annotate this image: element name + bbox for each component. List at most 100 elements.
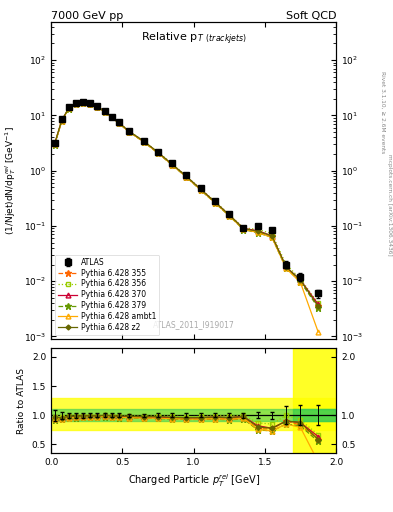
Pythia 6.428 370 [170,161,174,167]
Pythia 6.428 z2 [73,100,78,106]
Pythia 6.428 356 [213,198,217,204]
Pythia 6.428 z2 [156,149,160,155]
Pythia 6.428 ambt1 [66,105,71,112]
Pythia 6.428 370 [184,174,189,180]
Pythia 6.428 356 [88,100,93,106]
Pythia 6.428 z2 [95,103,100,110]
Pythia 6.428 355 [298,278,303,284]
Bar [51,410,336,421]
Text: ATLAS_2011_I919017: ATLAS_2011_I919017 [152,321,235,329]
Pythia 6.428 370 [141,138,146,144]
Line: Pythia 6.428 379: Pythia 6.428 379 [51,99,321,311]
Pythia 6.428 379 [198,187,203,193]
Pythia 6.428 356 [298,276,303,282]
Pythia 6.428 379 [298,279,303,285]
Pythia 6.428 356 [81,99,86,105]
Pythia 6.428 370 [255,228,260,234]
Pythia 6.428 370 [81,99,86,105]
Pythia 6.428 379 [241,226,246,232]
Pythia 6.428 379 [59,118,64,124]
Line: Pythia 6.428 356: Pythia 6.428 356 [53,100,320,305]
Pythia 6.428 z2 [298,277,303,283]
Pythia 6.428 370 [59,117,64,123]
Pythia 6.428 ambt1 [255,229,260,236]
Pythia 6.428 356 [227,211,231,217]
Pythia 6.428 356 [255,226,260,232]
Pythia 6.428 379 [66,105,71,112]
Text: Relative p$_{T}$ $_{(track jets)}$: Relative p$_{T}$ $_{(track jets)}$ [141,31,246,48]
Pythia 6.428 370 [241,225,246,231]
Pythia 6.428 370 [270,233,274,239]
Pythia 6.428 355 [88,101,93,107]
Pythia 6.428 370 [227,212,231,218]
Pythia 6.428 z2 [213,199,217,205]
Pythia 6.428 356 [102,108,107,114]
Pythia 6.428 355 [109,114,114,120]
Pythia 6.428 379 [316,305,321,311]
Pythia 6.428 370 [52,141,57,147]
Pythia 6.428 ambt1 [227,212,231,219]
Pythia 6.428 z2 [255,228,260,234]
Pythia 6.428 379 [156,150,160,156]
Pythia 6.428 ambt1 [241,226,246,232]
Pythia 6.428 379 [284,265,288,271]
Pythia 6.428 355 [116,120,121,126]
Pythia 6.428 ambt1 [102,109,107,115]
Pythia 6.428 370 [316,301,321,307]
Pythia 6.428 370 [284,264,288,270]
Pythia 6.428 ambt1 [170,162,174,168]
Pythia 6.428 355 [59,118,64,124]
Pythia 6.428 z2 [198,186,203,193]
Pythia 6.428 ambt1 [116,120,121,126]
Pythia 6.428 ambt1 [52,141,57,147]
Text: mcplots.cern.ch [arXiv:1306.3436]: mcplots.cern.ch [arXiv:1306.3436] [387,154,391,255]
Pythia 6.428 356 [95,103,100,110]
Pythia 6.428 ambt1 [156,150,160,156]
Pythia 6.428 370 [213,199,217,205]
Line: Pythia 6.428 ambt1: Pythia 6.428 ambt1 [52,100,321,334]
Pythia 6.428 ambt1 [73,100,78,106]
Pythia 6.428 370 [102,108,107,114]
Pythia 6.428 370 [116,120,121,126]
Line: Pythia 6.428 355: Pythia 6.428 355 [51,99,321,309]
Pythia 6.428 z2 [66,105,71,111]
Y-axis label: Ratio to ATLAS: Ratio to ATLAS [17,368,26,434]
Pythia 6.428 z2 [127,129,132,135]
Pythia 6.428 356 [141,138,146,144]
Pythia 6.428 356 [284,262,288,268]
Pythia 6.428 ambt1 [213,200,217,206]
Pythia 6.428 356 [184,173,189,179]
Pythia 6.428 370 [73,100,78,106]
Pythia 6.428 355 [270,233,274,239]
Pythia 6.428 z2 [88,100,93,106]
Pythia 6.428 356 [52,140,57,146]
Pythia 6.428 355 [284,264,288,270]
Pythia 6.428 356 [59,117,64,123]
Pythia 6.428 379 [52,142,57,148]
Pythia 6.428 379 [184,174,189,180]
Pythia 6.428 z2 [227,212,231,218]
Pythia 6.428 379 [73,100,78,106]
Pythia 6.428 370 [95,104,100,110]
Pythia 6.428 355 [184,174,189,180]
Pythia 6.428 356 [270,231,274,237]
Pythia 6.428 z2 [170,161,174,167]
Pythia 6.428 z2 [102,108,107,114]
Pythia 6.428 379 [255,230,260,236]
Pythia 6.428 ambt1 [298,280,303,286]
Y-axis label: (1/Njet)dN/dp$^{rel}_{T}$ [GeV$^{-1}$]: (1/Njet)dN/dp$^{rel}_{T}$ [GeV$^{-1}$] [4,126,18,234]
Pythia 6.428 ambt1 [95,104,100,110]
Pythia 6.428 ambt1 [88,101,93,107]
Pythia 6.428 355 [141,139,146,145]
Pythia 6.428 z2 [59,117,64,123]
Line: Pythia 6.428 z2: Pythia 6.428 z2 [53,100,320,308]
Pythia 6.428 355 [213,200,217,206]
Pythia 6.428 z2 [284,264,288,270]
Pythia 6.428 370 [66,105,71,111]
Pythia 6.428 356 [66,104,71,111]
Pythia 6.428 355 [73,100,78,106]
Pythia 6.428 379 [170,162,174,168]
Pythia 6.428 379 [213,200,217,206]
Pythia 6.428 355 [66,105,71,111]
Text: 7000 GeV pp: 7000 GeV pp [51,11,123,22]
